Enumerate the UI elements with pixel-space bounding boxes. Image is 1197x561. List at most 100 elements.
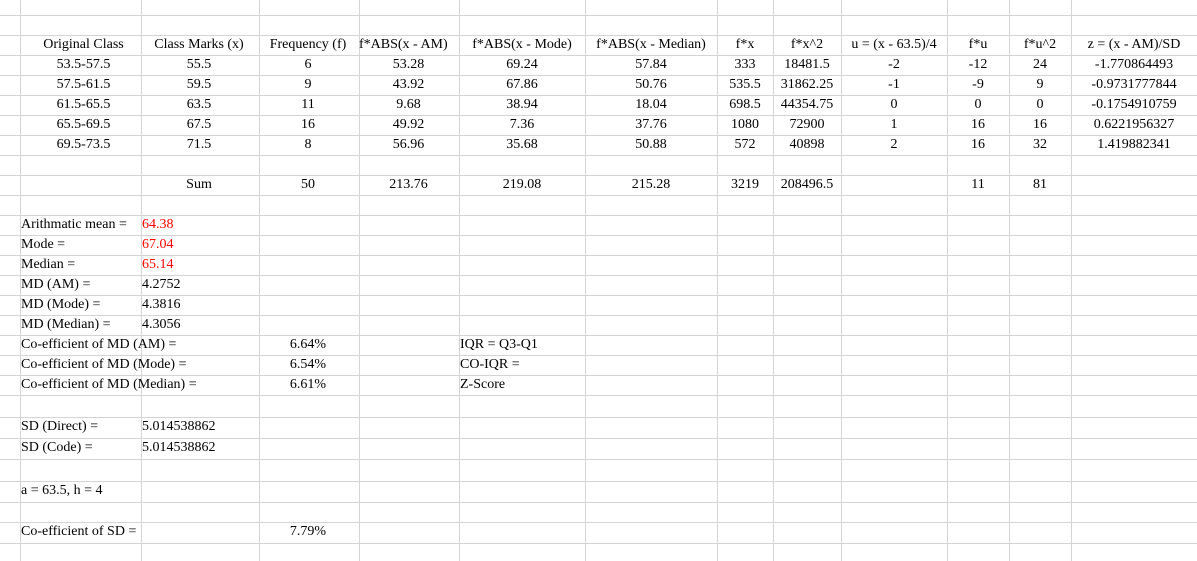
cell-fu[interactable]: 0 bbox=[974, 97, 982, 112]
cell-fu[interactable]: -9 bbox=[972, 77, 984, 92]
header-u[interactable]: u = (x - 63.5)/4 bbox=[851, 37, 937, 52]
sd-code-value[interactable]: 5.014538862 bbox=[142, 440, 216, 455]
stat-md-am-label[interactable]: MD (AM) = bbox=[21, 277, 91, 292]
header-frequency[interactable]: Frequency (f) bbox=[269, 37, 347, 52]
stat-median-value[interactable]: 65.14 bbox=[142, 257, 174, 272]
header-fu[interactable]: f*u bbox=[968, 37, 988, 52]
cell-abs-median[interactable]: 18.04 bbox=[635, 97, 667, 112]
stat-mean-label[interactable]: Arithmatic mean = bbox=[21, 217, 127, 232]
sum-fu[interactable]: 11 bbox=[971, 177, 985, 192]
cell-fx[interactable]: 333 bbox=[734, 57, 756, 72]
cell-fu2[interactable]: 0 bbox=[1036, 97, 1044, 112]
cell-z-score[interactable]: -0.9731777844 bbox=[1091, 77, 1177, 92]
cell-u[interactable]: 2 bbox=[890, 137, 898, 152]
cell-fx2[interactable]: 31862.25 bbox=[780, 77, 834, 92]
cell-fx2[interactable]: 18481.5 bbox=[784, 57, 830, 72]
stat-mean-value[interactable]: 64.38 bbox=[142, 217, 174, 232]
code-params[interactable]: a = 63.5, h = 4 bbox=[21, 483, 103, 498]
stat-median-label[interactable]: Median = bbox=[21, 257, 76, 272]
header-abs-median[interactable]: f*ABS(x - Median) bbox=[596, 37, 706, 52]
sd-direct-value[interactable]: 5.014538862 bbox=[142, 419, 216, 434]
cell-z-score[interactable]: 0.6221956327 bbox=[1093, 117, 1175, 132]
coef-md-median-label[interactable]: Co-efficient of MD (Median) = bbox=[21, 377, 197, 392]
cell-abs-am[interactable]: 53.28 bbox=[392, 57, 425, 72]
cell-abs-am[interactable]: 9.68 bbox=[396, 97, 421, 112]
cell-fu[interactable]: 16 bbox=[971, 117, 985, 132]
sum-fx[interactable]: 3219 bbox=[731, 177, 759, 192]
sum-fx2[interactable]: 208496.5 bbox=[780, 177, 834, 192]
cell-fx[interactable]: 698.5 bbox=[729, 97, 761, 112]
cell-original-class[interactable]: 57.5-61.5 bbox=[56, 77, 111, 92]
cell-fu2[interactable]: 32 bbox=[1033, 137, 1047, 152]
header-abs-am[interactable]: f*ABS(x - AM) bbox=[359, 37, 448, 52]
stat-mode-value[interactable]: 67.04 bbox=[142, 237, 174, 252]
header-abs-mode[interactable]: f*ABS(x - Mode) bbox=[472, 37, 572, 52]
sum-abs-median[interactable]: 215.28 bbox=[631, 177, 671, 192]
cell-abs-median[interactable]: 50.76 bbox=[635, 77, 667, 92]
cell-abs-mode[interactable]: 67.86 bbox=[506, 77, 538, 92]
stat-md-am-value[interactable]: 4.2752 bbox=[142, 277, 181, 292]
cell-frequency[interactable]: 9 bbox=[304, 77, 312, 92]
cell-abs-mode[interactable]: 38.94 bbox=[506, 97, 538, 112]
sd-direct-label[interactable]: SD (Direct) = bbox=[21, 419, 99, 434]
sd-code-label[interactable]: SD (Code) = bbox=[21, 440, 93, 455]
stat-md-median-value[interactable]: 4.3056 bbox=[142, 317, 181, 332]
coef-sd-label[interactable]: Co-efficient of SD = bbox=[21, 524, 137, 539]
stat-md-mode-value[interactable]: 4.3816 bbox=[142, 297, 181, 312]
header-class-marks[interactable]: Class Marks (x) bbox=[154, 37, 244, 52]
cell-original-class[interactable]: 69.5-73.5 bbox=[56, 137, 111, 152]
cell-class-mark[interactable]: 71.5 bbox=[186, 137, 212, 152]
cell-fu[interactable]: -12 bbox=[968, 57, 988, 72]
cell-frequency[interactable]: 6 bbox=[304, 57, 312, 72]
cell-fx2[interactable]: 72900 bbox=[789, 117, 825, 132]
sum-label[interactable]: Sum bbox=[186, 177, 212, 192]
co-iqr-note[interactable]: CO-IQR = bbox=[460, 357, 520, 372]
cell-original-class[interactable]: 61.5-65.5 bbox=[56, 97, 111, 112]
stat-md-mode-label[interactable]: MD (Mode) = bbox=[21, 297, 101, 312]
cell-z-score[interactable]: -1.770864493 bbox=[1094, 57, 1174, 72]
cell-class-mark[interactable]: 67.5 bbox=[186, 117, 212, 132]
cell-fx[interactable]: 1080 bbox=[731, 117, 759, 132]
cell-class-mark[interactable]: 63.5 bbox=[186, 97, 212, 112]
coef-md-am-label[interactable]: Co-efficient of MD (AM) = bbox=[21, 337, 177, 352]
cell-original-class[interactable]: 65.5-69.5 bbox=[56, 117, 111, 132]
cell-fu2[interactable]: 16 bbox=[1033, 117, 1047, 132]
cell-abs-mode[interactable]: 35.68 bbox=[506, 137, 538, 152]
cell-class-mark[interactable]: 55.5 bbox=[186, 57, 212, 72]
sum-fu2[interactable]: 81 bbox=[1033, 177, 1047, 192]
coef-md-median-value[interactable]: 6.61% bbox=[289, 377, 327, 392]
cell-fx[interactable]: 572 bbox=[734, 137, 756, 152]
stat-mode-label[interactable]: Mode = bbox=[21, 237, 66, 252]
header-fx[interactable]: f*x bbox=[735, 37, 755, 52]
cell-original-class[interactable]: 53.5-57.5 bbox=[56, 57, 111, 72]
cell-frequency[interactable]: 16 bbox=[301, 117, 315, 132]
cell-abs-am[interactable]: 49.92 bbox=[392, 117, 425, 132]
cell-abs-mode[interactable]: 7.36 bbox=[509, 117, 535, 132]
cell-z-score[interactable]: -0.1754910759 bbox=[1091, 97, 1177, 112]
cell-fu2[interactable]: 9 bbox=[1036, 77, 1044, 92]
cell-abs-am[interactable]: 56.96 bbox=[392, 137, 425, 152]
cell-u[interactable]: 0 bbox=[890, 97, 898, 112]
cell-fx[interactable]: 535.5 bbox=[729, 77, 761, 92]
cell-fu2[interactable]: 24 bbox=[1033, 57, 1047, 72]
cell-u[interactable]: -1 bbox=[888, 77, 900, 92]
cell-abs-median[interactable]: 37.76 bbox=[635, 117, 667, 132]
sum-abs-am[interactable]: 213.76 bbox=[389, 177, 428, 192]
header-z-score[interactable]: z = (x - AM)/SD bbox=[1087, 37, 1181, 52]
sum-abs-mode[interactable]: 219.08 bbox=[502, 177, 542, 192]
cell-z-score[interactable]: 1.419882341 bbox=[1097, 137, 1171, 152]
header-original-class[interactable]: Original Class bbox=[43, 37, 124, 52]
coef-md-mode-value[interactable]: 6.54% bbox=[289, 357, 327, 372]
coef-md-am-value[interactable]: 6.64% bbox=[289, 337, 327, 352]
cell-frequency[interactable]: 11 bbox=[301, 97, 315, 112]
cell-abs-median[interactable]: 50.88 bbox=[635, 137, 667, 152]
cell-abs-am[interactable]: 43.92 bbox=[392, 77, 425, 92]
coef-sd-value[interactable]: 7.79% bbox=[289, 524, 327, 539]
cell-frequency[interactable]: 8 bbox=[304, 137, 312, 152]
cell-fu[interactable]: 16 bbox=[971, 137, 985, 152]
coef-md-mode-label[interactable]: Co-efficient of MD (Mode) = bbox=[21, 357, 187, 372]
cell-class-mark[interactable]: 59.5 bbox=[186, 77, 212, 92]
header-fu2[interactable]: f*u^2 bbox=[1023, 37, 1057, 52]
cell-fx2[interactable]: 40898 bbox=[789, 137, 825, 152]
iqr-note[interactable]: IQR = Q3-Q1 bbox=[460, 337, 538, 352]
